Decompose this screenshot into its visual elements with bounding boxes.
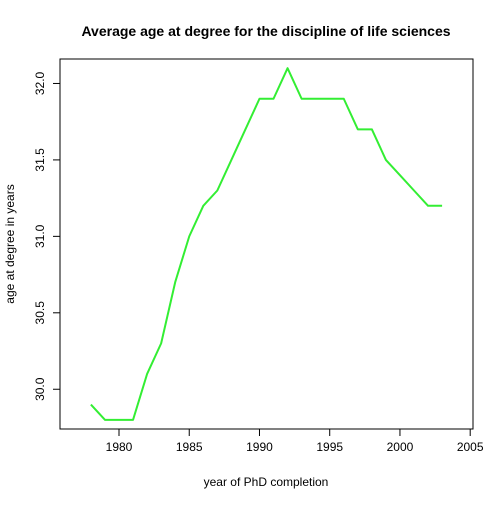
y-tick-label: 31.0: [33, 224, 47, 248]
y-tick-label: 32.0: [33, 71, 47, 95]
y-axis: 30.0 30.5 31.0 31.5 32.0: [33, 71, 61, 401]
x-tick-label: 1990: [246, 440, 273, 454]
series-line: [90, 67, 443, 421]
x-axis: 1980 1985 1990 1995 2000 2005: [106, 428, 484, 454]
y-tick-label: 30.0: [33, 377, 47, 401]
series-layer: [90, 67, 443, 421]
y-axis-label: age at degree in years: [3, 184, 17, 303]
x-tick-label: 2005: [457, 440, 484, 454]
y-tick-label: 31.5: [33, 148, 47, 172]
x-tick-label: 2000: [387, 440, 414, 454]
x-axis-label: year of PhD completion: [204, 475, 329, 489]
x-tick-label: 1980: [106, 440, 133, 454]
y-tick-label: 30.5: [33, 301, 47, 325]
chart-title: Average age at degree for the discipline…: [81, 23, 450, 39]
x-tick-label: 1995: [316, 440, 343, 454]
x-tick-label: 1985: [176, 440, 203, 454]
